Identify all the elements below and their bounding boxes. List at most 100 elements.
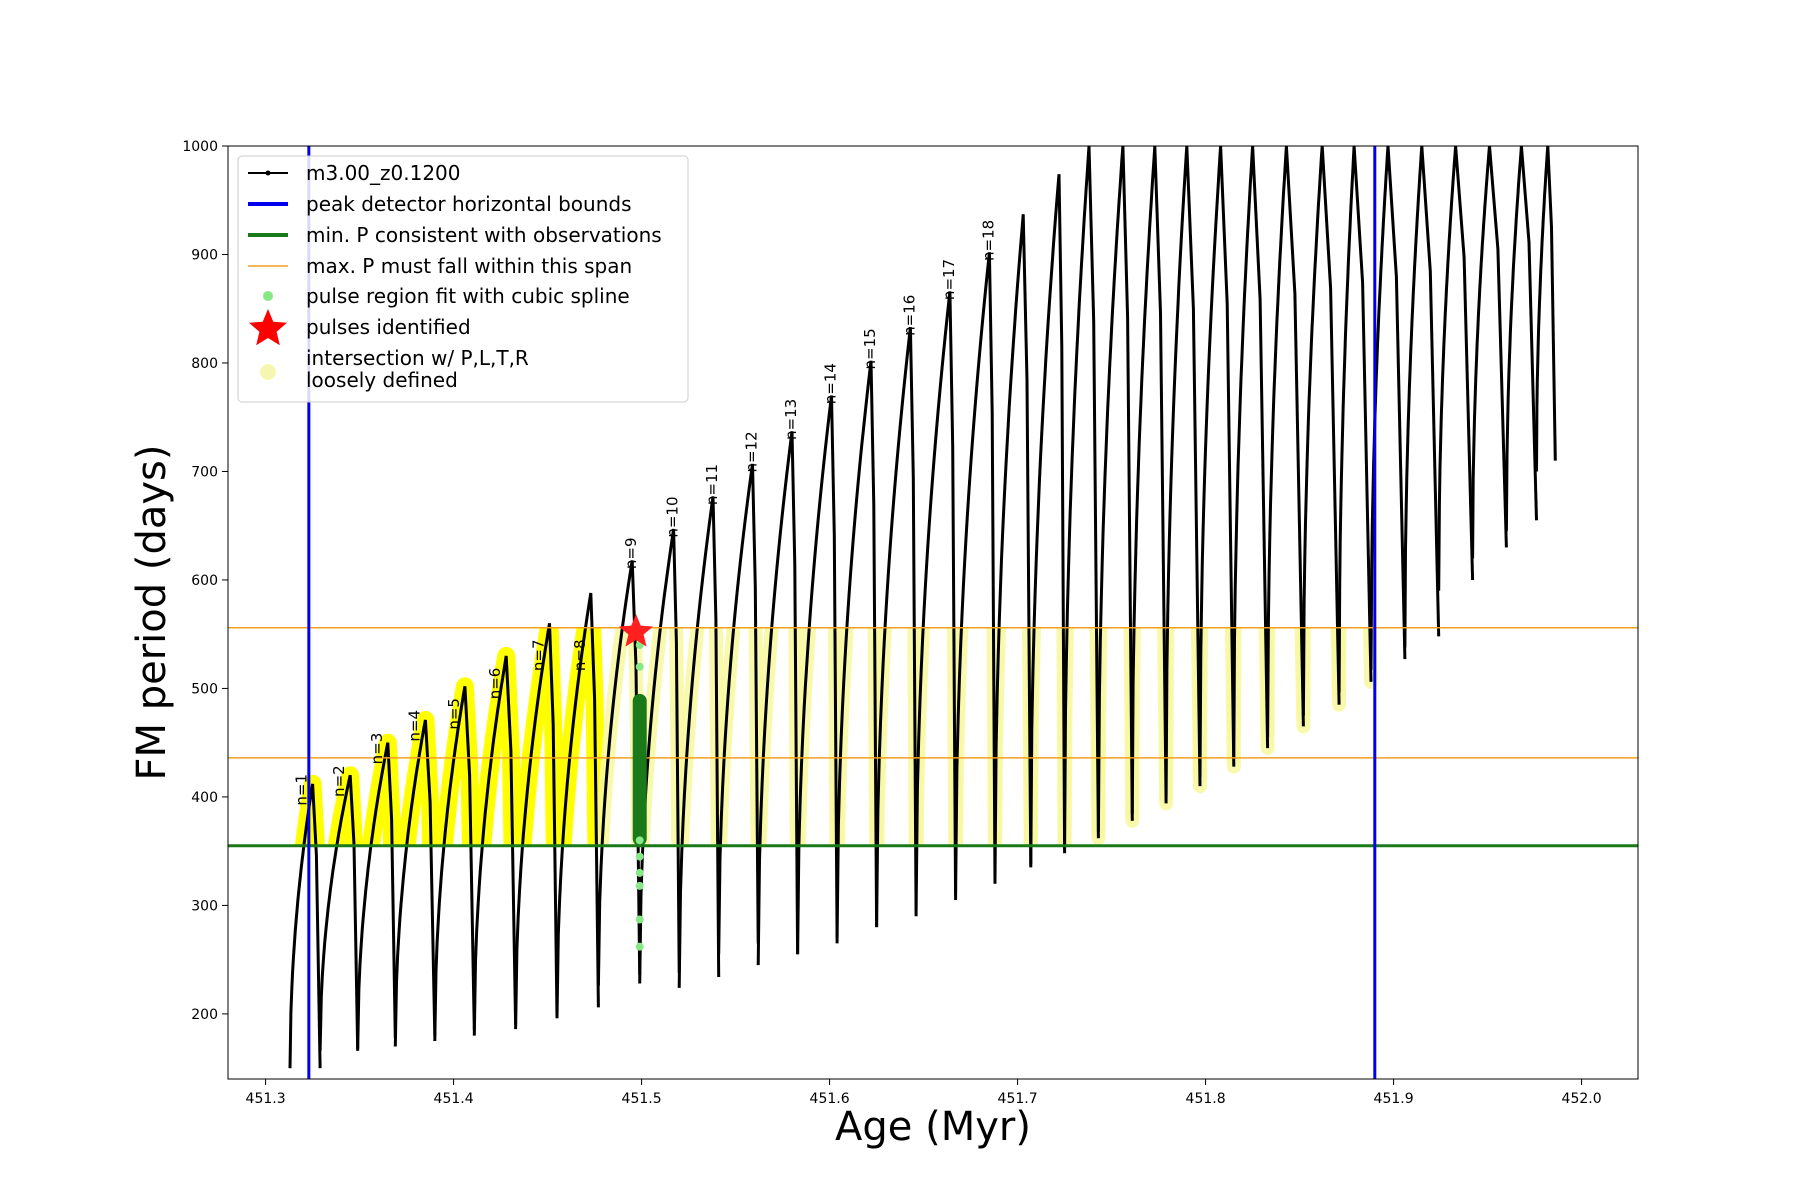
pulse-label: n=11 bbox=[703, 464, 721, 505]
period-curve bbox=[555, 592, 600, 1019]
y-tick-label: 900 bbox=[191, 247, 218, 263]
legend-marker bbox=[260, 364, 276, 380]
period-curve bbox=[756, 431, 800, 966]
pulse-fit-region bbox=[632, 693, 647, 846]
period-curve bbox=[1403, 145, 1441, 648]
period-curve bbox=[433, 686, 476, 1042]
legend-label: min. P consistent with observations bbox=[306, 223, 662, 247]
x-axis-label: Age (Myr) bbox=[835, 1104, 1031, 1150]
period-curve bbox=[596, 560, 642, 986]
intersection-band bbox=[675, 627, 725, 846]
period-curve bbox=[1063, 145, 1100, 850]
pulse-label: n=7 bbox=[529, 639, 547, 671]
legend-label: max. P must fall within this span bbox=[306, 254, 632, 278]
pulse-label: n=8 bbox=[571, 639, 589, 671]
x-tick-label: 451.8 bbox=[1186, 1091, 1226, 1107]
y-tick-label: 1000 bbox=[182, 139, 218, 155]
x-tick-label: 451.9 bbox=[1374, 1091, 1414, 1107]
period-curve bbox=[875, 327, 918, 928]
legend-box bbox=[237, 155, 689, 403]
pulse-label: n=2 bbox=[330, 765, 348, 797]
pulse-label: n=4 bbox=[405, 710, 423, 742]
pulse-label: n=6 bbox=[486, 668, 504, 700]
pulse-markers bbox=[618, 614, 654, 951]
pulse-label: n=9 bbox=[622, 537, 640, 569]
pulse-label: n=18 bbox=[979, 220, 997, 261]
pulse-label: n=3 bbox=[368, 733, 386, 765]
legend-label-line2: loosely defined bbox=[306, 368, 458, 392]
period-curve bbox=[318, 774, 360, 1051]
legend-label: pulse region fit with cubic spline bbox=[306, 284, 630, 308]
period-curve bbox=[1504, 145, 1538, 532]
spline-point bbox=[635, 852, 644, 861]
period-curve bbox=[835, 360, 879, 939]
legend-label: intersection w/ P,L,T,R bbox=[306, 346, 529, 370]
pulse-label: n=15 bbox=[861, 328, 879, 369]
x-tick-label: 451.6 bbox=[810, 1091, 850, 1107]
period-curve bbox=[1337, 145, 1373, 693]
pulse-label: n=12 bbox=[743, 431, 761, 472]
period-curve bbox=[954, 252, 997, 895]
x-axis: 451.3 451.4 451.5 451.6 451.7 451.8 451.9 452.0 bbox=[246, 1079, 1602, 1107]
period-curve bbox=[472, 655, 518, 1036]
period-curve bbox=[1164, 145, 1202, 797]
spline-point bbox=[635, 915, 644, 924]
spline-point bbox=[635, 881, 644, 890]
period-curve bbox=[1437, 145, 1475, 591]
intersection-band bbox=[831, 627, 884, 846]
legend-marker bbox=[249, 309, 287, 346]
period-curve bbox=[1198, 145, 1236, 778]
pulse-label: n=14 bbox=[821, 363, 839, 404]
period-curve bbox=[914, 291, 958, 911]
pulse-label: n=17 bbox=[940, 259, 958, 300]
x-tick-label: 451.4 bbox=[434, 1091, 474, 1107]
pulse-identified-star bbox=[618, 614, 654, 647]
y-tick-label: 200 bbox=[191, 1007, 218, 1023]
y-tick-label: 800 bbox=[191, 356, 218, 372]
x-tick-label: 451.7 bbox=[998, 1091, 1038, 1107]
period-curve bbox=[356, 742, 397, 1049]
spline-point bbox=[635, 662, 644, 671]
spline-point bbox=[635, 836, 644, 845]
period-curve bbox=[393, 719, 437, 1047]
period-curve bbox=[796, 395, 839, 955]
intersection-band bbox=[713, 627, 765, 846]
period-curve bbox=[1535, 145, 1557, 472]
period-curve bbox=[717, 463, 760, 955]
period-curve bbox=[1471, 145, 1508, 559]
period-curve bbox=[1232, 145, 1270, 760]
y-tick-label: 700 bbox=[191, 464, 218, 480]
y-axis-label: FM period (days) bbox=[129, 445, 175, 781]
intersection-band bbox=[752, 627, 804, 846]
period-curves bbox=[288, 145, 1557, 1069]
legend-marker-dot bbox=[265, 170, 271, 176]
spline-point bbox=[635, 942, 644, 951]
spline-point bbox=[635, 868, 644, 877]
legend-label: pulses identified bbox=[306, 315, 471, 339]
x-tick-label: 451.5 bbox=[622, 1091, 662, 1107]
pulse-label: n=10 bbox=[664, 496, 682, 537]
period-curve bbox=[288, 783, 322, 1069]
y-tick-label: 300 bbox=[191, 898, 218, 914]
n-labels: n=1 n=2 n=3 n=4 n=5 n=6 n=7 n=8 n=9 n=10 n=11 n=12 n… bbox=[293, 220, 998, 806]
period-curve bbox=[1266, 145, 1305, 738]
legend-marker bbox=[263, 291, 273, 301]
y-tick-label: 500 bbox=[191, 681, 218, 697]
y-tick-label: 400 bbox=[191, 790, 218, 806]
x-tick-label: 451.3 bbox=[246, 1091, 286, 1107]
plot-frame bbox=[227, 145, 1639, 1080]
y-tick-label: 600 bbox=[191, 573, 218, 589]
period-curve bbox=[514, 623, 559, 1030]
pulse-label: n=16 bbox=[900, 295, 918, 336]
legend-label: m3.00_z0.1200 bbox=[306, 161, 461, 185]
period-curve bbox=[1029, 174, 1067, 865]
period-curve bbox=[1301, 145, 1341, 716]
legend-label: peak detector horizontal bounds bbox=[306, 192, 632, 216]
period-curve bbox=[1096, 145, 1134, 832]
period-curve bbox=[1130, 145, 1168, 815]
x-tick-label: 452.0 bbox=[1562, 1091, 1602, 1107]
period-curve bbox=[993, 214, 1033, 879]
y-axis: 200 300 400 500 600 700 800 900 1000 bbox=[182, 139, 228, 1023]
